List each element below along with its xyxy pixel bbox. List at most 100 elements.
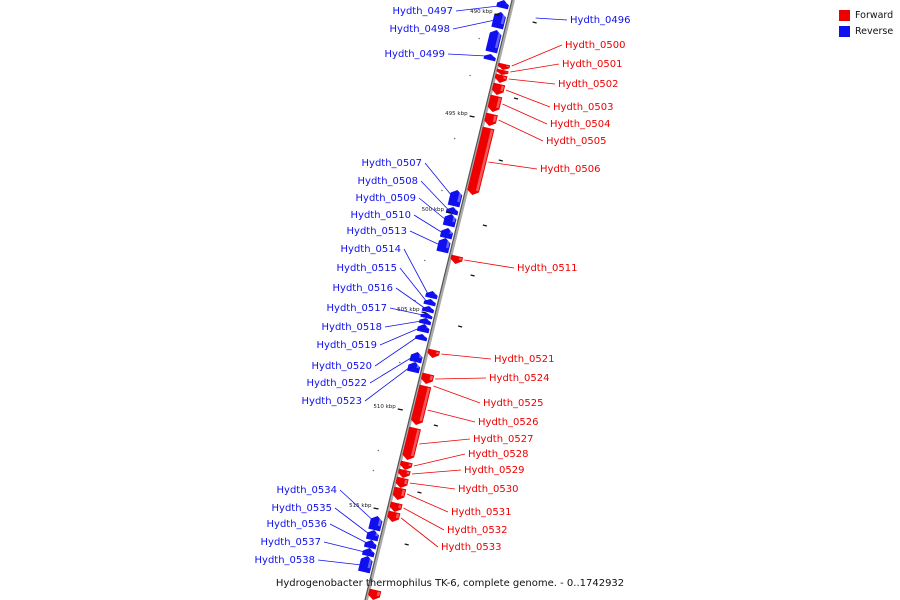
gene-label-hydth_0522: Hydth_0522 [307,378,368,389]
gene-block-hydth_0526[interactable] [401,426,421,462]
leader-hydth_0527 [419,438,471,445]
gene-block-hydth_0520-highlight [424,335,427,338]
gene-block-hydth_0533[interactable] [367,588,382,600]
gene-block-hydth_0499[interactable] [483,53,496,62]
gene-block-hydth_0498-highlight [494,31,502,49]
gene-block-hydth_0536[interactable] [363,539,378,550]
gene-block-hydth_0522[interactable] [409,351,423,364]
minor-tick-r-7 [417,491,422,494]
gene-label-hydth_0501: Hydth_0501 [562,59,623,70]
gene-block-hydth_0531-shape [389,501,403,512]
legend-label-forward: Forward [855,10,894,21]
gene-label-hydth_0534: Hydth_0534 [277,485,338,496]
gene-label-hydth_0496: Hydth_0496 [570,15,631,26]
leader-hydth_0500 [511,44,563,67]
leader-hydth_0506 [488,161,538,170]
leader-hydth_0497 [455,5,499,12]
gene-block-hydth_0521[interactable] [426,348,441,360]
gene-block-hydth_0513[interactable] [436,237,451,254]
leader-hydth_0524 [435,377,487,380]
minor-tick-l-0 [478,37,481,40]
gene-block-hydth_0520[interactable] [414,333,428,342]
scale-tick-3 [421,311,427,314]
gene-block-hydth_0496[interactable] [496,0,510,10]
gene-block-hydth_0498[interactable] [485,29,502,54]
leader-hydth_0532 [403,507,445,531]
gene-block-hydth_0532-highlight [395,513,400,519]
gene-block-hydth_0515[interactable] [423,298,436,307]
gene-block-hydth_0517[interactable] [420,312,433,320]
gene-block-hydth_0535[interactable] [365,529,380,542]
gene-label-hydth_0505: Hydth_0505 [546,136,607,147]
gene-block-hydth_0511[interactable] [449,254,464,266]
gene-label-hydth_0536: Hydth_0536 [267,519,328,530]
gene-block-hydth_0526-highlight [410,429,420,457]
gene-label-hydth_0520: Hydth_0520 [312,361,373,372]
gene-block-hydth_0508[interactable] [445,206,459,216]
gene-block-hydth_0529[interactable] [395,476,409,490]
gene-block-hydth_0523[interactable] [407,361,421,374]
gene-block-hydth_0501[interactable] [496,68,509,77]
gene-label-hydth_0497: Hydth_0497 [393,6,454,17]
gene-block-hydth_0507[interactable] [447,189,464,208]
gene-block-hydth_0518[interactable] [418,317,432,326]
leader-hydth_0526 [427,409,476,423]
gene-block-hydth_0516[interactable] [421,305,435,314]
gene-block-hydth_0515-shape [423,298,436,307]
gene-block-hydth_0510-shape [439,228,454,240]
gene-block-hydth_0501-shape [496,68,509,75]
gene-block-hydth_0502[interactable] [494,73,508,85]
leader-hydth_0534 [339,489,373,521]
legend-swatch-forward [839,10,850,21]
gene-block-hydth_0528[interactable] [397,468,411,480]
gene-block-hydth_0514[interactable] [425,290,438,300]
legend: Forward Reverse [839,8,893,40]
legend-item-reverse: Reverse [839,24,893,39]
gene-block-hydth_0531[interactable] [389,501,403,514]
gene-block-hydth_0530[interactable] [392,486,407,502]
gene-block-hydth_0527[interactable] [399,460,413,472]
gene-block-hydth_0519[interactable] [416,323,431,334]
gene-label-hydth_0504: Hydth_0504 [550,119,611,130]
gene-label-hydth_0511: Hydth_0511 [517,263,578,274]
leader-hydth_0504 [502,103,548,125]
gene-block-hydth_0504[interactable] [487,94,503,114]
gene-block-hydth_0537[interactable] [361,547,376,558]
gene-label-hydth_0524: Hydth_0524 [489,373,550,384]
gene-block-hydth_0509-highlight [452,215,457,223]
gene-block-hydth_0525[interactable] [410,384,432,427]
scale-label-1: 495 kbp [445,111,468,117]
gene-block-hydth_0506[interactable] [466,126,495,197]
minor-tick-l-5 [414,299,416,302]
gene-label-hydth_0530: Hydth_0530 [458,484,519,495]
gene-block-hydth_0532[interactable] [386,510,401,524]
gene-block-hydth_0536-highlight [373,541,377,545]
gene-block-hydth_0505[interactable] [483,112,498,128]
gene-label-hydth_0518: Hydth_0518 [322,322,383,333]
gene-block-hydth_0503[interactable] [491,82,506,97]
gene-block-hydth_0517-highlight [429,314,432,316]
gene-block-hydth_0508-highlight [455,208,458,211]
gene-block-hydth_0537-highlight [371,549,375,553]
minor-tick-l-2 [453,137,456,140]
scale-tick-1 [469,115,475,118]
gene-label-hydth_0529: Hydth_0529 [464,465,525,476]
gene-block-hydth_0534[interactable] [368,515,383,532]
leader-hydth_0523 [364,366,411,402]
gene-block-hydth_0533-shape [368,588,382,600]
genome-backbone [365,0,515,600]
gene-block-hydth_0524[interactable] [420,372,435,386]
leader-hydth_0516 [395,287,425,309]
gene-block-hydth_0500[interactable] [497,62,511,72]
gene-block-hydth_0503-shape [491,82,506,96]
gene-block-hydth_0538[interactable] [358,555,374,574]
scale-tick-4 [397,408,403,411]
gene-block-hydth_0508-shape [445,206,459,216]
gene-block-hydth_0510[interactable] [439,227,454,240]
leader-hydth_0519 [379,327,420,346]
gene-label-hydth_0498: Hydth_0498 [390,24,451,35]
gene-block-hydth_0497[interactable] [491,11,507,30]
gene-block-hydth_0516-highlight [430,307,434,310]
gene-block-hydth_0509[interactable] [442,213,458,228]
gene-block-hydth_0532-shape [387,510,401,522]
